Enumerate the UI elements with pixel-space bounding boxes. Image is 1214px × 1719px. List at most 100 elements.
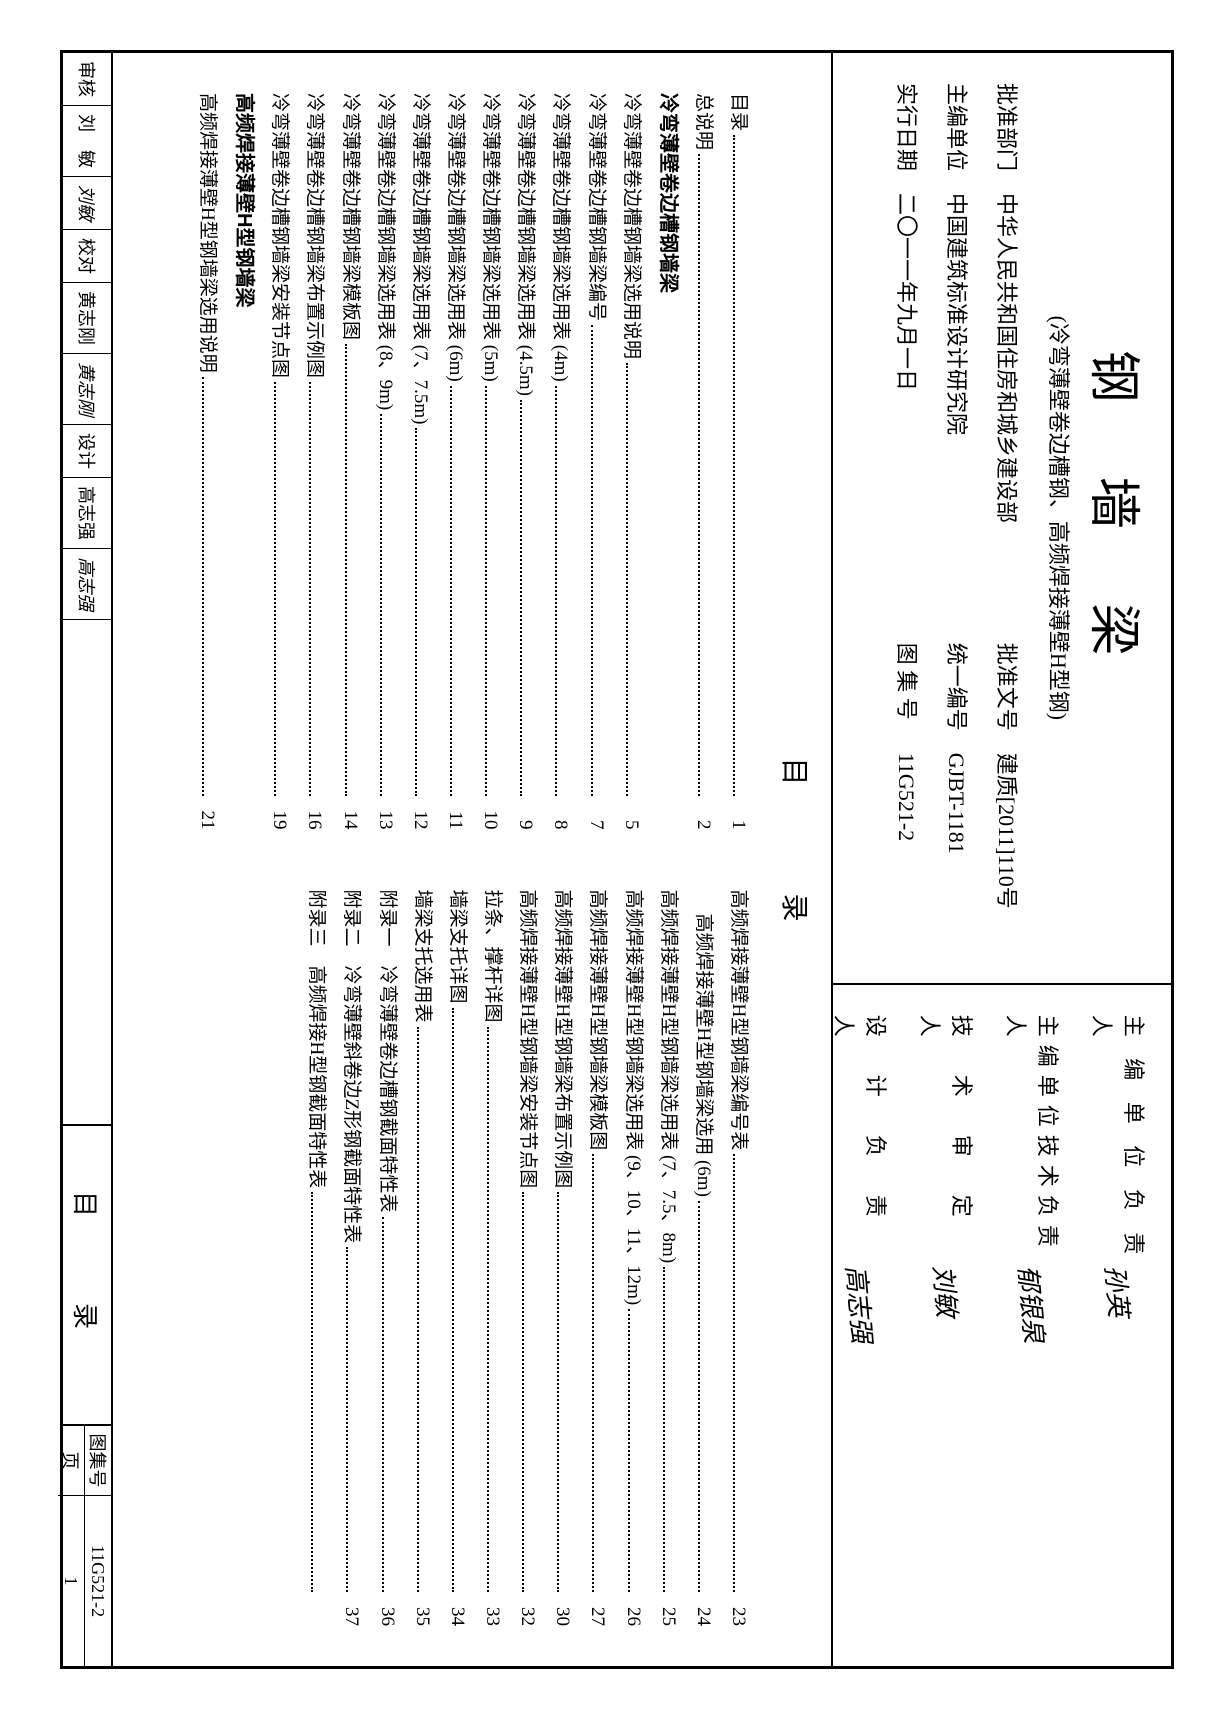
toc-entry: 附录三 高频焊接H型钢截面特性表 bbox=[299, 890, 334, 1627]
content: 目 录 目录1总说明2冷弯薄壁卷边槽钢墙梁冷弯薄壁卷边槽钢墙梁选用说明5冷弯薄壁… bbox=[113, 53, 831, 1666]
toc-entry: 冷弯薄壁卷边槽钢墙梁选用表 (5m) 10 bbox=[473, 93, 508, 830]
toc-entry-text: 高频焊接薄壁H型钢墙梁选用 (6m) bbox=[686, 914, 721, 1197]
toc-entry-page: 9 bbox=[508, 800, 543, 830]
footer-left: 审核刘 敏刘敏校对黄志刚黄志刚设计高志强高志强 bbox=[63, 53, 111, 1126]
toc-entry: 墙梁支托详图34 bbox=[440, 890, 475, 1627]
toc-entry: 高频焊接薄壁H型钢墙梁选用表 (7、7.5、8m)25 bbox=[651, 890, 686, 1627]
header-info-row: 实行日期二〇一一年九月一日图 集 号11G521-2 bbox=[892, 83, 924, 953]
sign-row: 主编单位技术负责人郁银泉 bbox=[1001, 1015, 1065, 1636]
toc-entry: 高频焊接薄壁H型钢墙梁编号表23 bbox=[721, 890, 756, 1627]
toc-entry: 冷弯薄壁卷边槽钢墙梁选用表 (7、7.5m) 12 bbox=[403, 93, 438, 830]
toc-section-header: 冷弯薄壁卷边槽钢墙梁 bbox=[649, 93, 686, 830]
toc-entry-page: 24 bbox=[686, 1596, 721, 1626]
signature: 孙英 bbox=[1098, 1263, 1139, 1318]
toc-dots bbox=[557, 1192, 559, 1592]
toc-section-header: 高频焊接薄壁H型钢墙梁 bbox=[225, 93, 262, 830]
toc-dots bbox=[698, 1201, 700, 1592]
subtitle: (冷弯薄壁卷边槽钢、高频焊接薄壁H型钢) bbox=[1044, 83, 1076, 953]
footer-center: 目 录 bbox=[63, 1126, 111, 1426]
toc-entry-text: 高频焊接薄壁H型钢墙梁布置示例图 bbox=[545, 890, 580, 1189]
toc-entry-text: 冷弯薄壁卷边槽钢墙梁选用表 (7、7.5m) bbox=[403, 93, 438, 424]
toc-entry-page: 21 bbox=[190, 800, 225, 830]
main-title: 钢 墙 梁 bbox=[1081, 83, 1156, 953]
toc-entry-page: 36 bbox=[369, 1596, 404, 1626]
toc-dots bbox=[520, 400, 522, 796]
toc-dots bbox=[311, 1192, 313, 1592]
toc-dots bbox=[628, 1309, 630, 1592]
toc-entry-page: 5 bbox=[614, 800, 649, 830]
sign-row: 技 术 审 定 人刘敏 bbox=[915, 1015, 979, 1636]
info-label2: 统一编号 bbox=[942, 643, 974, 753]
sign-label: 技 术 审 定 人 bbox=[915, 1015, 979, 1265]
header: 钢 墙 梁 (冷弯薄壁卷边槽钢、高频焊接薄壁H型钢) 批准部门中华人民共和国住房… bbox=[831, 53, 1171, 1666]
info-label: 实行日期 bbox=[892, 83, 924, 193]
toc-entry-page: 34 bbox=[440, 1596, 475, 1626]
toc-dots bbox=[485, 386, 487, 796]
toc-dots bbox=[522, 1192, 524, 1592]
footer-signature: 刘敏 bbox=[63, 177, 111, 230]
toc-dots bbox=[555, 386, 557, 796]
signature: 高志强 bbox=[839, 1263, 883, 1344]
toc-entry-text: 附录一 冷弯薄壁卷边槽钢截面特性表 bbox=[369, 890, 404, 1213]
toc-entry-text: 高频焊接薄壁H型钢墙梁选用表 (7、7.5、8m) bbox=[651, 890, 686, 1264]
toc-entry-text: 墙梁支托选用表 bbox=[405, 890, 440, 1023]
toc-dots bbox=[591, 325, 593, 795]
toc-dots bbox=[698, 154, 700, 795]
toc-entry: 墙梁支托选用表 35 bbox=[405, 890, 440, 1627]
footer-atlas-label: 图集号 bbox=[85, 1426, 111, 1496]
toc-entry: 高频焊接薄壁H型钢墙梁布置示例图 30 bbox=[545, 890, 580, 1627]
toc-entry-page: 30 bbox=[545, 1596, 580, 1626]
toc-entry-page: 12 bbox=[403, 800, 438, 830]
toc-entry-page: 2 bbox=[686, 800, 721, 830]
toc-entry-page: 14 bbox=[332, 800, 367, 830]
toc-entry: 冷弯薄壁卷边槽钢墙梁布置示例图 16 bbox=[297, 93, 332, 830]
toc-entry-text: 冷弯薄壁卷边槽钢墙梁选用表 (4m) bbox=[543, 93, 578, 382]
toc-dots bbox=[417, 1027, 419, 1592]
toc-entry-text: 总说明 bbox=[686, 93, 721, 150]
toc-entry-page: 11 bbox=[438, 800, 473, 830]
toc-entry-page: 23 bbox=[721, 1596, 756, 1626]
toc-entry: 高频焊接薄壁H型钢墙梁模板图27 bbox=[580, 890, 615, 1627]
footer-signature: 黄志刚 bbox=[63, 354, 111, 425]
toc-entry-text: 附录二 冷弯薄壁斜卷边Z形钢截面特性表 bbox=[334, 890, 369, 1244]
toc-entry: 冷弯薄壁卷边槽钢墙梁选用表 (4.5m)9 bbox=[508, 93, 543, 830]
toc-entry-page: 33 bbox=[475, 1596, 510, 1626]
sign-label: 主编单位技术负责人 bbox=[1001, 1015, 1065, 1265]
info-value2: 11G521-2 bbox=[893, 753, 919, 953]
toc-title: 目 录 bbox=[776, 757, 816, 961]
toc-entry: 高频焊接薄壁H型钢墙梁选用表 (9、10、11、12m)26 bbox=[615, 890, 650, 1627]
info-value: 中华人民共和国住房和城乡建设部 bbox=[992, 193, 1024, 628]
signature: 刘敏 bbox=[926, 1263, 967, 1318]
toc-entry-text: 冷弯薄壁卷边槽钢墙梁选用表 (8、9m) bbox=[368, 93, 403, 410]
toc-entry-page: 16 bbox=[297, 800, 332, 830]
toc-entry-text: 高频焊接薄壁H型钢墙梁选用说明 bbox=[190, 93, 225, 373]
toc-entry: 冷弯薄壁卷边槽钢墙梁模板图14 bbox=[332, 93, 367, 830]
toc-dots bbox=[309, 382, 311, 795]
info-label: 批准部门 bbox=[992, 83, 1024, 193]
info-label2: 图 集 号 bbox=[892, 643, 924, 753]
toc-entry-text: 冷弯薄壁卷边槽钢墙梁布置示例图 bbox=[297, 93, 332, 378]
toc-dots bbox=[274, 382, 276, 795]
footer-label: 设计 bbox=[63, 425, 111, 478]
footer-label: 审核 bbox=[63, 53, 111, 106]
info-value2: 建质[2011]110号 bbox=[992, 753, 1024, 953]
header-left: 钢 墙 梁 (冷弯薄壁卷边槽钢、高频焊接薄壁H型钢) 批准部门中华人民共和国住房… bbox=[833, 53, 1171, 985]
toc-entry-text: 拉条、撑杆详图 bbox=[475, 890, 510, 1023]
toc-dots bbox=[452, 1008, 454, 1592]
toc-entry-text: 目录 bbox=[721, 93, 756, 131]
toc-entry-text: 冷弯薄壁卷边槽钢墙梁选用表 (5m) bbox=[473, 93, 508, 382]
toc-entry: 高频焊接薄壁H型钢墙梁安装节点图32 bbox=[510, 890, 545, 1627]
footer: 审核刘 敏刘敏校对黄志刚黄志刚设计高志强高志强 目 录 图集号 11G521-2… bbox=[63, 53, 113, 1666]
toc-entry-text: 冷弯薄壁卷边槽钢墙梁安装节点图 bbox=[262, 93, 297, 378]
toc-dots bbox=[592, 1154, 594, 1592]
toc-dots bbox=[733, 135, 735, 795]
info-label: 主编单位 bbox=[942, 83, 974, 193]
footer-page-label: 页 bbox=[58, 1426, 84, 1496]
toc-entry: 高频焊接薄壁H型钢墙梁选用说明 21 bbox=[190, 93, 225, 830]
toc-entry-page: 10 bbox=[473, 800, 508, 830]
toc-entry: 附录一 冷弯薄壁卷边槽钢截面特性表 36 bbox=[369, 890, 404, 1627]
toc-entry-page: 19 bbox=[262, 800, 297, 830]
toc-entry-page: 26 bbox=[615, 1596, 650, 1626]
toc-entry-page: 35 bbox=[405, 1596, 440, 1626]
footer-name: 刘 敏 bbox=[63, 106, 111, 177]
